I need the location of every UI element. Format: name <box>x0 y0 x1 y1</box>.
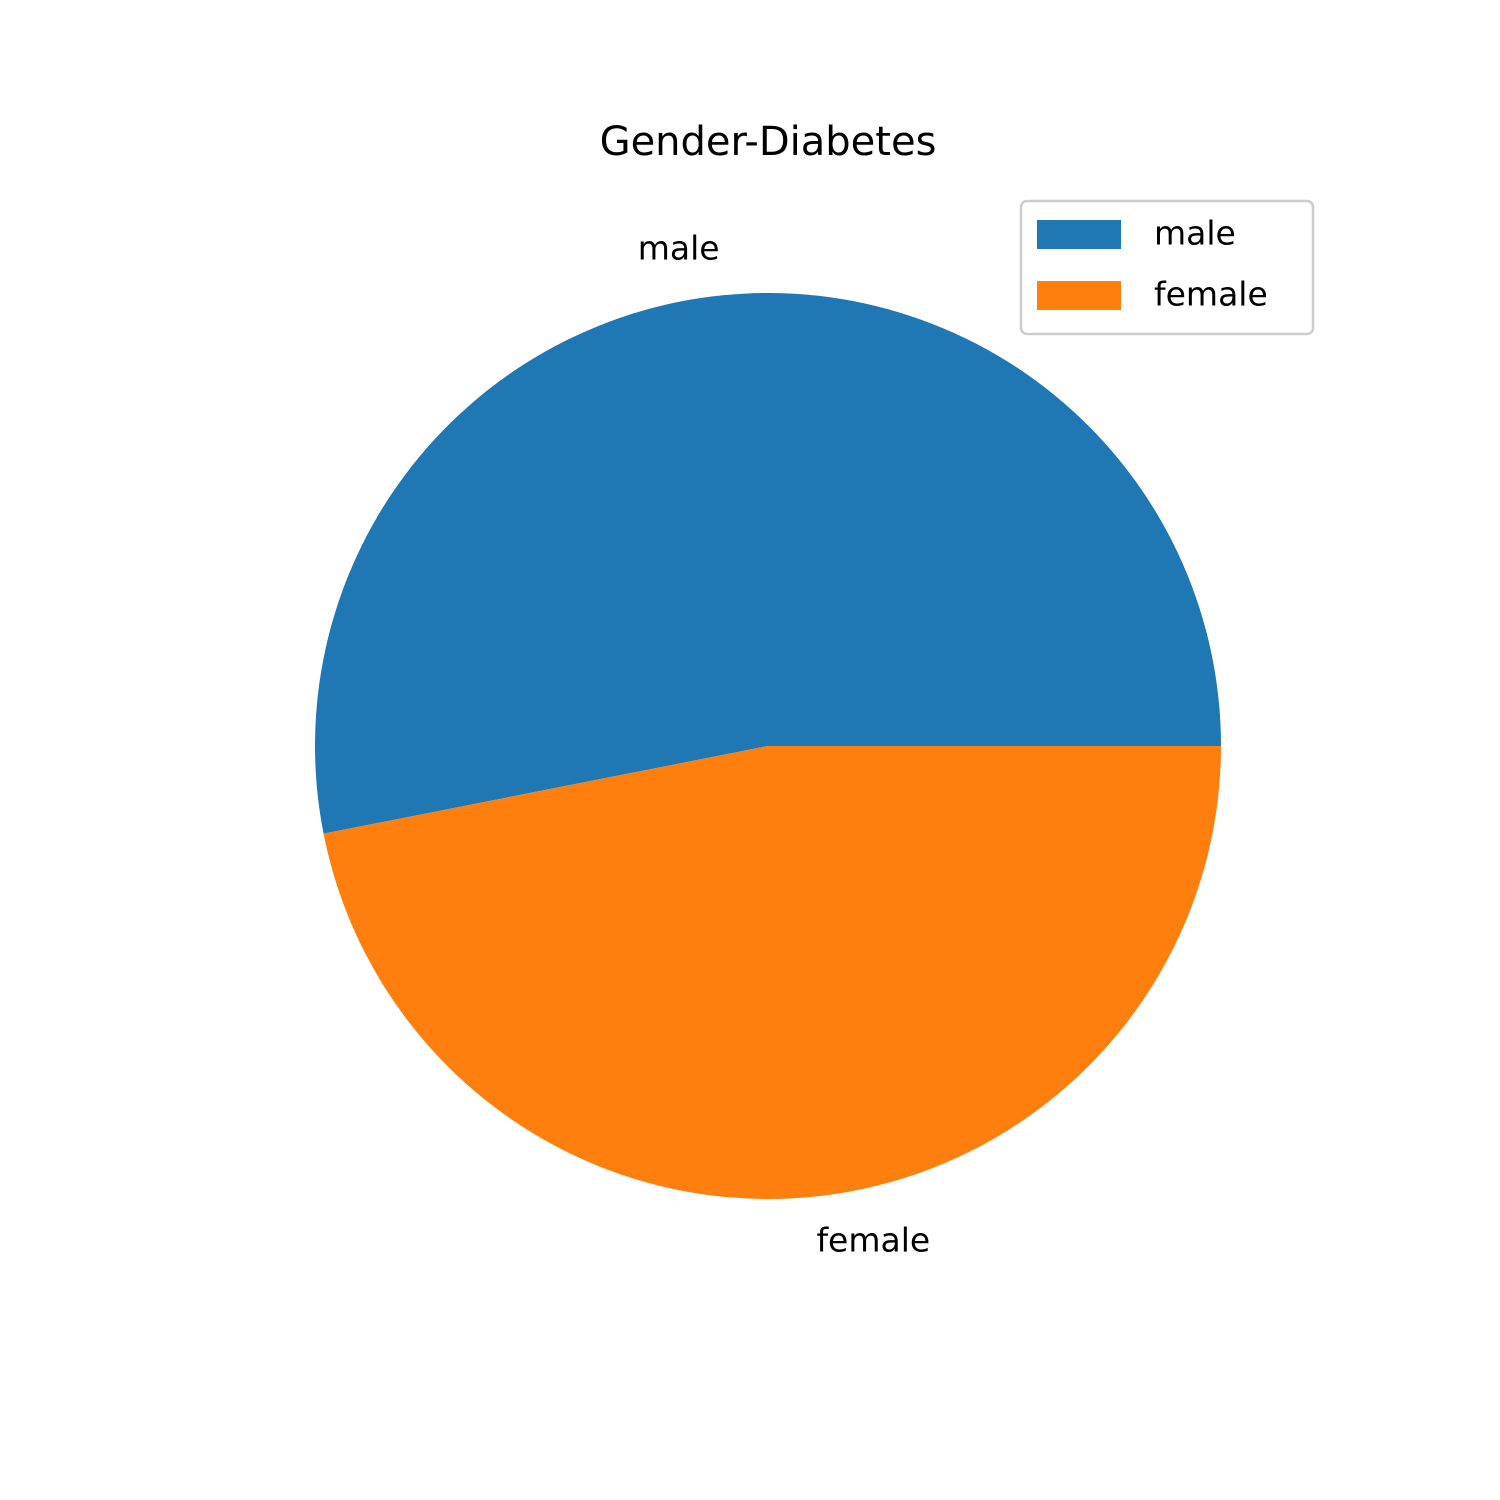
legend-swatch-male <box>1037 220 1121 249</box>
slice-label-male: male <box>638 229 720 268</box>
slice-label-female: female <box>816 1220 930 1259</box>
legend: male female <box>1019 199 1315 336</box>
pie-slice-female <box>323 746 1221 1200</box>
legend-label-male: male <box>1154 214 1236 253</box>
legend-items: male female <box>1037 214 1268 314</box>
pie-slice-male <box>315 293 1221 834</box>
chart-title: Gender-Diabetes <box>600 119 937 165</box>
pie-slices <box>315 293 1221 1200</box>
legend-swatch-female <box>1037 281 1121 310</box>
pie-slice-labels: male female <box>638 229 931 1260</box>
legend-label-female: female <box>1154 275 1268 314</box>
